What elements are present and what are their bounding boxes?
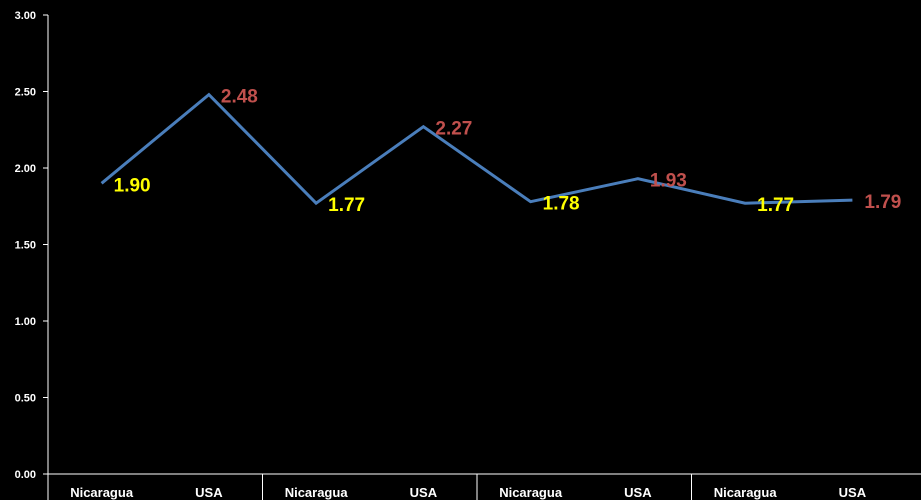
y-tick-label: 2.50 xyxy=(15,87,36,99)
y-tick-label: 1.00 xyxy=(15,316,36,328)
data-label: 1.93 xyxy=(650,171,687,192)
x-category-label: Nicaragua xyxy=(714,485,778,500)
y-tick-label: 3.00 xyxy=(15,10,36,22)
y-tick-label: 0.50 xyxy=(15,393,36,405)
x-category-label: USA xyxy=(624,485,652,500)
y-tick-label: 0.00 xyxy=(15,469,36,481)
data-label: 1.79 xyxy=(864,192,901,213)
y-tick-label: 2.00 xyxy=(15,163,36,175)
series-line xyxy=(100,92,853,206)
y-tick-label: 1.50 xyxy=(15,240,36,252)
data-label: 1.90 xyxy=(114,175,151,196)
x-category-label: Nicaragua xyxy=(285,485,349,500)
x-category-label: USA xyxy=(839,485,867,500)
x-category-label: Nicaragua xyxy=(499,485,563,500)
x-category-label: USA xyxy=(195,485,223,500)
data-label: 1.78 xyxy=(543,194,580,215)
x-category-label: Nicaragua xyxy=(70,485,134,500)
data-label: 2.48 xyxy=(221,87,258,108)
x-category-label: USA xyxy=(410,485,438,500)
data-label: 2.27 xyxy=(435,119,472,140)
data-label: 1.77 xyxy=(757,195,794,216)
data-label: 1.77 xyxy=(328,195,365,216)
